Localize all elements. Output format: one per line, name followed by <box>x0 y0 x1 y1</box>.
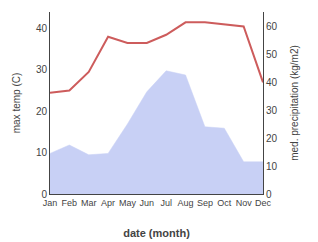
svg-text:Jul: Jul <box>160 198 172 208</box>
svg-text:Sep: Sep <box>197 198 213 208</box>
svg-text:Jun: Jun <box>140 198 155 208</box>
svg-text:60: 60 <box>266 21 278 32</box>
svg-text:20: 20 <box>266 133 278 144</box>
svg-text:0: 0 <box>41 189 47 200</box>
svg-text:10: 10 <box>266 161 278 172</box>
svg-text:30: 30 <box>266 105 278 116</box>
svg-text:30: 30 <box>36 64 48 75</box>
svg-text:Feb: Feb <box>62 198 78 208</box>
svg-text:Jan: Jan <box>43 198 58 208</box>
svg-text:Mar: Mar <box>81 198 97 208</box>
svg-text:med. precipitation (kg/m2): med. precipitation (kg/m2) <box>289 45 300 161</box>
svg-text:max temp (C): max temp (C) <box>11 73 22 134</box>
svg-text:20: 20 <box>36 106 48 117</box>
svg-text:Nov: Nov <box>236 198 253 208</box>
svg-text:50: 50 <box>266 49 278 60</box>
svg-text:Dec: Dec <box>255 198 272 208</box>
svg-text:May: May <box>119 198 137 208</box>
svg-text:0: 0 <box>266 189 272 200</box>
svg-text:Oct: Oct <box>217 198 232 208</box>
svg-text:10: 10 <box>36 147 48 158</box>
svg-text:date (month): date (month) <box>123 227 190 239</box>
svg-text:40: 40 <box>36 23 48 34</box>
svg-text:Aug: Aug <box>178 198 194 208</box>
svg-text:40: 40 <box>266 77 278 88</box>
svg-text:Apr: Apr <box>101 198 115 208</box>
